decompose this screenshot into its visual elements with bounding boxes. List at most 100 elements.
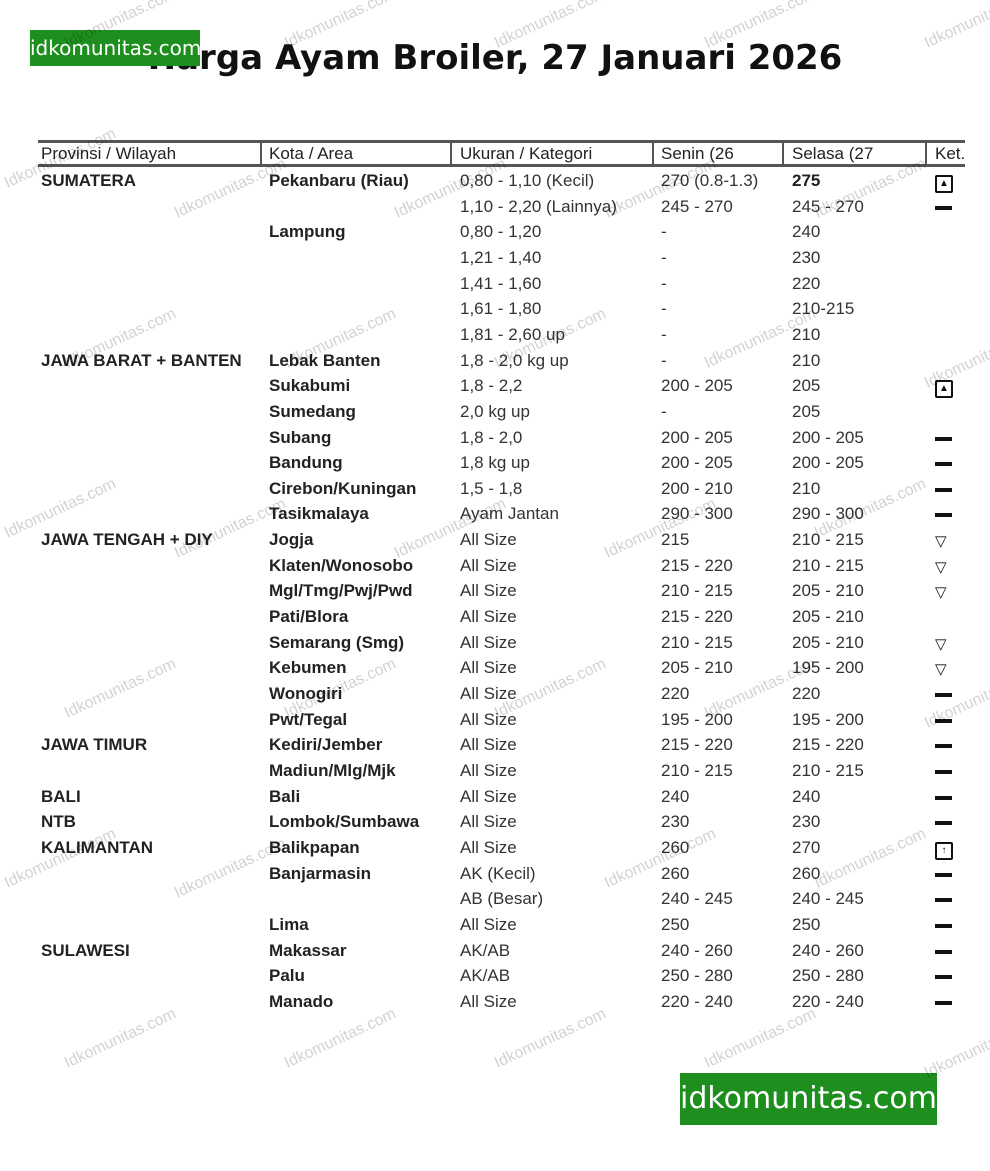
column-separator — [450, 140, 452, 167]
size-cell: All Size — [460, 658, 517, 678]
monday-price-cell: - — [661, 299, 667, 319]
tuesday-price-cell: 215 - 220 — [792, 735, 864, 755]
province-cell: BALI — [41, 786, 81, 806]
down-triangle-icon: ▽ — [935, 558, 947, 576]
city-cell: Lombok/Sumbawa — [269, 812, 420, 832]
tuesday-price-cell: 195 - 200 — [792, 658, 864, 678]
watermark-text: Idkomunitas.com — [921, 665, 990, 732]
watermark-text: Idkomunitas.com — [61, 1005, 179, 1072]
site-badge-top: idkomunitas.com — [30, 30, 201, 66]
down-triangle-icon: ▽ — [935, 661, 947, 679]
monday-price-cell: 195 - 200 — [661, 709, 733, 729]
province-cell: KALIMANTAN — [41, 837, 154, 857]
header-monday: Senin (26 — [661, 144, 734, 163]
size-cell: All Size — [460, 607, 517, 627]
tuesday-price-cell: 230 — [792, 812, 821, 832]
monday-price-cell: - — [661, 324, 667, 344]
city-cell: Kebumen — [269, 658, 347, 678]
size-cell: All Size — [460, 760, 517, 780]
monday-price-cell: - — [661, 222, 667, 242]
monday-price-cell: 200 - 210 — [661, 478, 733, 498]
tuesday-price-cell: 210 - 215 — [792, 530, 864, 550]
size-cell: All Size — [460, 837, 517, 857]
monday-price-cell: 260 — [661, 837, 690, 857]
size-cell: 1,5 - 1,8 — [460, 478, 523, 498]
no-change-dash-icon — [935, 455, 952, 472]
city-cell: Cirebon/Kuningan — [269, 478, 417, 498]
no-change-dash-icon — [935, 789, 952, 806]
tuesday-price-cell: 245 - 270 — [792, 196, 864, 216]
province-cell: SUMATERA — [41, 171, 137, 190]
monday-price-cell: 230 — [661, 812, 690, 832]
size-cell: All Size — [460, 632, 517, 652]
size-cell: 1,8 - 2,0 kg up — [460, 350, 569, 370]
city-cell: Lebak Banten — [269, 350, 381, 370]
province-cell: SULAWESI — [41, 940, 130, 960]
tuesday-price-cell: 250 - 280 — [792, 966, 864, 986]
tuesday-price-cell: 250 — [792, 914, 821, 934]
header-province: Provinsi / Wilayah — [41, 144, 177, 163]
column-separator — [782, 140, 784, 167]
no-change-dash-icon — [935, 763, 952, 780]
up-triangle-box-icon: ▲ — [935, 378, 953, 399]
province-cell: JAWA TENGAH + DIY — [41, 530, 213, 550]
no-change-dash-icon — [935, 737, 952, 754]
monday-price-cell: 215 - 220 — [661, 555, 733, 575]
city-cell: Pati/Blora — [269, 607, 349, 627]
province-cell: JAWA BARAT + BANTEN — [41, 350, 242, 370]
monday-price-cell: 240 - 260 — [661, 940, 733, 960]
watermark-text: Idkomunitas.com — [701, 1005, 819, 1072]
monday-price-cell: - — [661, 273, 667, 293]
tuesday-price-cell: 220 — [792, 684, 821, 703]
tuesday-price-cell: 220 — [792, 273, 821, 293]
monday-price-cell: 210 - 215 — [661, 581, 733, 601]
size-cell: 0,80 - 1,20 — [460, 222, 542, 242]
no-change-dash-icon — [935, 891, 952, 908]
down-triangle-icon: ▽ — [935, 635, 947, 653]
size-cell: All Size — [460, 684, 517, 703]
monday-price-cell: 215 - 220 — [661, 607, 733, 627]
tuesday-price-cell: 270 — [792, 837, 821, 857]
size-cell: 1,81 - 2,60 up — [460, 324, 565, 344]
tuesday-price-cell: 240 — [792, 222, 821, 242]
tuesday-price-cell: 210 - 215 — [792, 555, 864, 575]
no-change-dash-icon — [935, 866, 952, 883]
monday-price-cell: 210 - 215 — [661, 632, 733, 652]
header-note: Ket. — [935, 144, 966, 163]
no-change-dash-icon — [935, 712, 952, 729]
tuesday-price-cell: 210 — [792, 478, 821, 498]
city-cell: Kediri/Jember — [269, 735, 383, 755]
monday-price-cell: 200 - 205 — [661, 453, 733, 473]
size-cell: 1,61 - 1,80 — [460, 299, 542, 319]
monday-price-cell: 270 (0.8-1.3) — [661, 171, 759, 190]
city-cell: Palu — [269, 966, 305, 986]
tuesday-price-cell: 290 - 300 — [792, 504, 864, 524]
watermark-text: Idkomunitas.com — [811, 825, 929, 892]
city-cell: Pwt/Tegal — [269, 709, 348, 729]
size-cell: All Size — [460, 812, 517, 832]
tuesday-price-cell: 205 - 210 — [792, 632, 864, 652]
no-change-dash-icon — [935, 917, 952, 934]
monday-price-cell: 200 - 205 — [661, 427, 733, 447]
size-cell: AK/AB — [460, 966, 511, 986]
city-cell: Banjarmasin — [269, 863, 372, 883]
tuesday-price-cell: 240 — [792, 786, 821, 806]
table-header-border — [38, 164, 965, 167]
province-cell: JAWA TIMUR — [41, 735, 148, 755]
city-cell: Jogja — [269, 530, 314, 550]
watermark-text: Idkomunitas.com — [1, 825, 119, 892]
size-cell: 1,10 - 2,20 (Lainnya) — [460, 196, 617, 216]
city-cell: Manado — [269, 991, 334, 1011]
size-cell: 1,41 - 1,60 — [460, 273, 542, 293]
monday-price-cell: 205 - 210 — [661, 658, 733, 678]
tuesday-price-cell: 210 - 215 — [792, 760, 864, 780]
tuesday-price-cell: 195 - 200 — [792, 709, 864, 729]
tuesday-price-cell: 205 — [792, 376, 821, 396]
no-change-dash-icon — [935, 199, 952, 216]
city-cell: Bandung — [269, 453, 343, 473]
size-cell: 0,80 - 1,10 (Kecil) — [460, 171, 595, 190]
city-cell: Mgl/Tmg/Pwj/Pwd — [269, 581, 413, 601]
city-cell: Klaten/Wonosobo — [269, 555, 414, 575]
page-title: Harga Ayam Broiler, 27 Januari 2026 — [147, 38, 843, 78]
size-cell: AK (Kecil) — [460, 863, 536, 883]
